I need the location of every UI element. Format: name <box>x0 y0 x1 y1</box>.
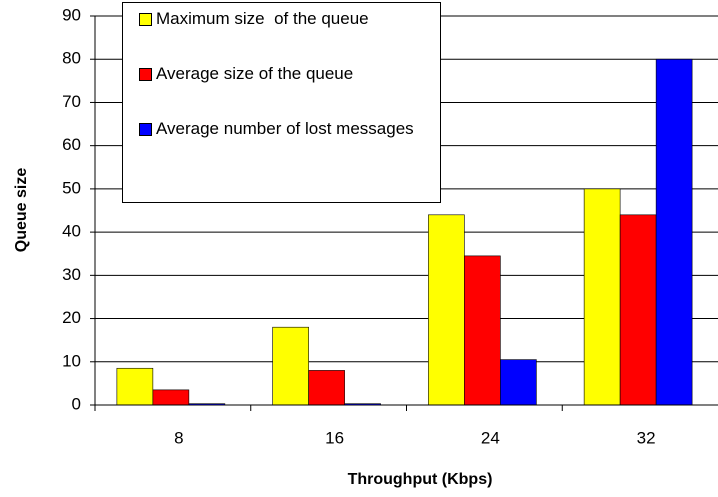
y-tick-label: 70 <box>62 92 81 111</box>
bar <box>308 370 345 406</box>
y-axis-label: Queue size <box>13 168 30 253</box>
bar <box>655 58 693 406</box>
bar <box>464 255 501 406</box>
legend-label: Maximum size of the queue <box>156 9 369 28</box>
y-tick-label: 40 <box>62 222 81 241</box>
x-tick-label: 16 <box>325 428 344 447</box>
legend-item: Average size of the queue <box>139 64 432 85</box>
bar <box>272 326 309 406</box>
y-tick-label: 50 <box>62 178 81 197</box>
y-tick-label: 60 <box>62 135 81 154</box>
legend-item: Maximum size of the queue <box>139 9 432 30</box>
y-tick-label: 80 <box>62 49 81 68</box>
bar <box>428 214 465 406</box>
bar <box>152 389 190 406</box>
bar <box>583 188 621 406</box>
y-tick-label: 20 <box>62 308 81 327</box>
x-tick-label: 32 <box>637 428 656 447</box>
legend: Maximum size of the queue Average size of… <box>122 2 441 203</box>
legend-item: Average number of lost messages <box>139 119 432 140</box>
legend-label: Average number of lost messages <box>156 119 414 138</box>
bar <box>500 359 537 406</box>
legend-swatch <box>139 123 152 136</box>
x-tick-label: 24 <box>481 428 500 447</box>
legend-swatch <box>139 68 152 81</box>
y-tick-label: 90 <box>62 5 81 24</box>
x-tick-label: 8 <box>174 428 183 447</box>
bar <box>116 367 154 406</box>
legend-label: Average size of the queue <box>156 64 354 83</box>
y-tick-label: 0 <box>72 394 81 413</box>
x-axis-label: Throughput (Kbps) <box>348 471 493 488</box>
y-tick-label: 10 <box>62 351 81 370</box>
legend-swatch <box>139 13 152 26</box>
bar <box>619 214 657 406</box>
y-tick-label: 30 <box>62 265 81 284</box>
